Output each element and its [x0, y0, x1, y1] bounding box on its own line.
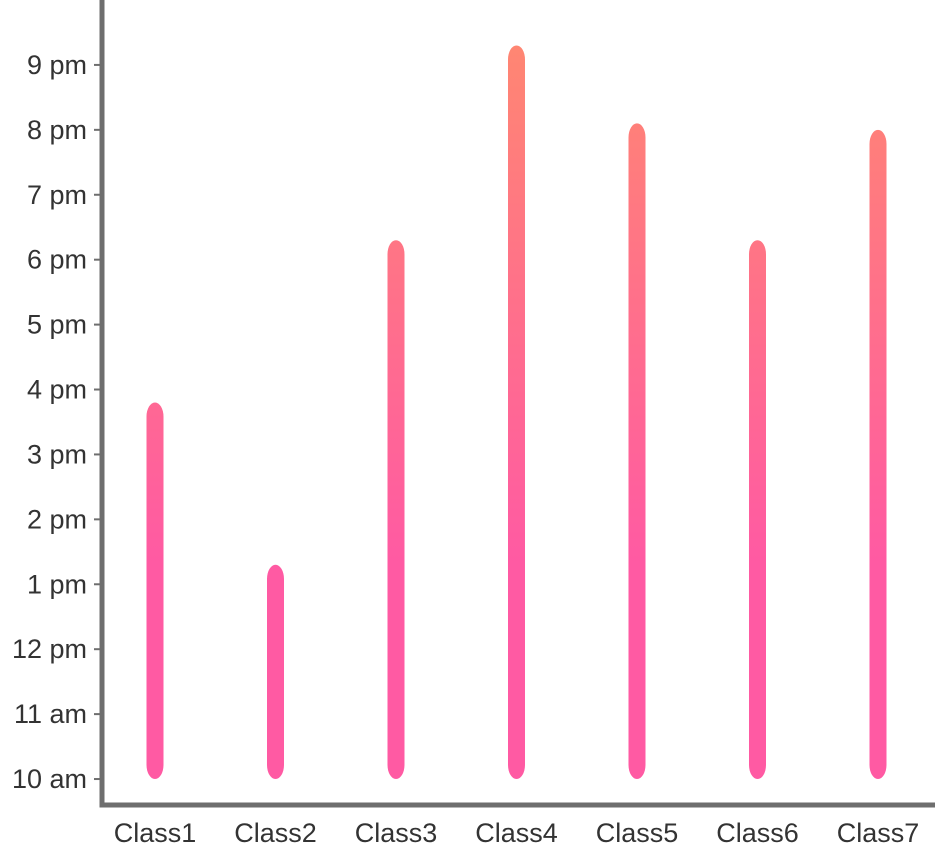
y-tick-label: 1 pm — [27, 569, 87, 599]
y-tick-label: 11 am — [14, 699, 87, 729]
x-tick-label: Class1 — [114, 818, 197, 848]
y-tick-label: 9 pm — [27, 50, 87, 80]
y-tick-label: 6 pm — [27, 245, 87, 275]
bars-group — [146, 45, 887, 780]
bar-class1 — [146, 402, 164, 780]
bar-class4 — [508, 45, 525, 780]
x-tick-label: Class6 — [716, 818, 799, 848]
bar-class3 — [387, 240, 405, 780]
y-axis-ticks: 10 am 11 am 12 pm 1 pm 2 pm 3 pm 4 pm 5 pm 6 pm 7… — [12, 50, 102, 794]
y-tick-label: 8 pm — [27, 115, 87, 145]
bar-class5 — [628, 123, 646, 780]
bar-class7 — [869, 129, 887, 780]
x-tick-label: Class4 — [475, 818, 558, 848]
x-tick-label: Class7 — [837, 818, 920, 848]
x-tick-label: Class3 — [355, 818, 438, 848]
y-tick-label: 5 pm — [27, 310, 87, 340]
bar-class6 — [749, 240, 766, 780]
y-tick-label: 10 am — [12, 764, 87, 794]
bar-class2 — [267, 564, 284, 780]
x-tick-label: Class5 — [596, 818, 679, 848]
y-tick-label: 3 pm — [27, 439, 87, 469]
y-tick-label: 7 pm — [27, 180, 87, 210]
y-tick-label: 2 pm — [27, 504, 87, 534]
x-tick-label: Class2 — [234, 818, 317, 848]
x-axis-labels: Class1 Class2 Class3 Class4 Class5 Class6 Clas… — [114, 818, 920, 848]
y-tick-label: 12 pm — [12, 634, 87, 664]
y-tick-label: 4 pm — [27, 375, 87, 405]
